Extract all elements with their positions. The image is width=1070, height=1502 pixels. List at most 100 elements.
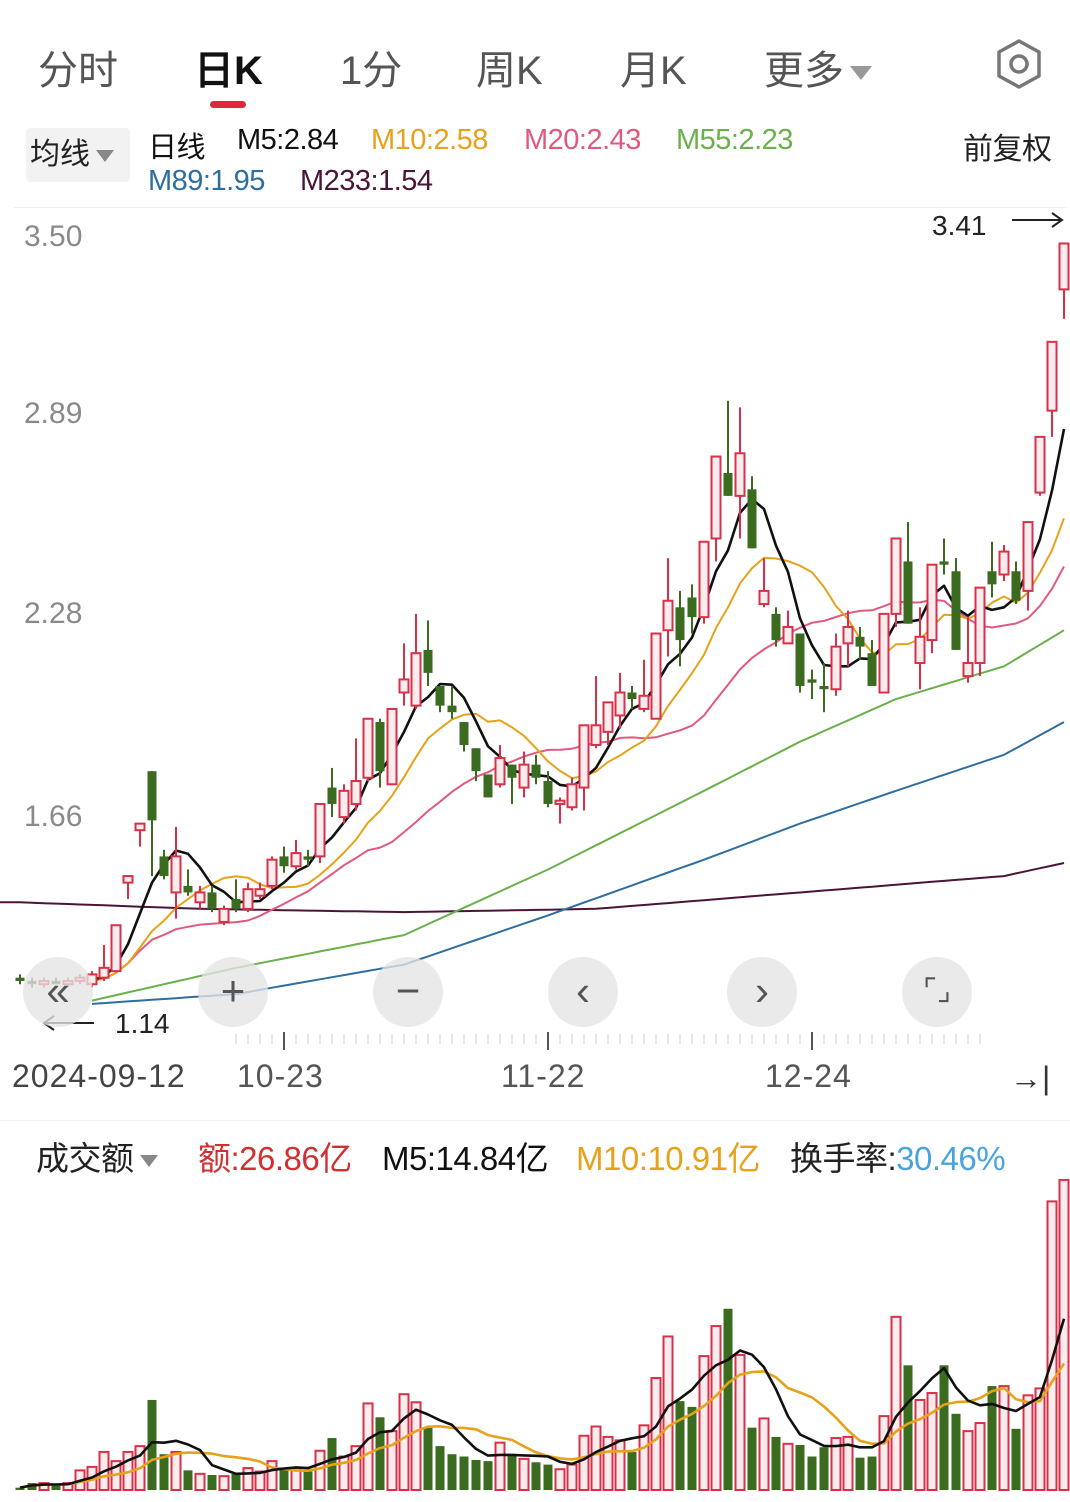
candle-body [447, 705, 457, 713]
candle [207, 885, 217, 913]
candle [566, 777, 578, 811]
volume-bar [183, 1470, 193, 1490]
candle [122, 875, 134, 900]
volume-bar [771, 1436, 781, 1490]
volume-bar [926, 1392, 938, 1492]
candle-body [578, 724, 590, 789]
candle-body [987, 571, 997, 585]
candle-body [878, 612, 890, 694]
candle [327, 767, 337, 818]
candle-body [734, 452, 746, 497]
turnover-value: 30.46% [896, 1140, 1006, 1177]
candle [170, 826, 182, 919]
volume-bar [987, 1386, 997, 1490]
legend-m55: M55:2.23 [676, 124, 793, 156]
volume-bar [723, 1308, 733, 1490]
legend-m89: M89:1.95 [148, 165, 265, 197]
candle [939, 538, 949, 575]
volume-bar [782, 1442, 794, 1491]
candlestick-chart[interactable] [0, 210, 1070, 1040]
jump-to-latest-button[interactable]: →| [1010, 1060, 1050, 1097]
candle-body [855, 636, 865, 647]
volume-bar [951, 1413, 961, 1490]
zoom-out-button[interactable]: − [373, 957, 443, 1027]
candle-body [723, 472, 733, 496]
candle-body [771, 613, 781, 641]
legend-m10: M10:2.58 [371, 124, 488, 156]
candle [398, 643, 410, 706]
volume-m10: M10:10.91亿 [576, 1140, 760, 1177]
candle [531, 754, 541, 785]
candle [423, 620, 433, 686]
volume-bar [650, 1377, 662, 1492]
candle-body [218, 907, 230, 923]
candle-body [1022, 521, 1034, 592]
candle-body [471, 748, 481, 772]
candle-body [183, 885, 193, 893]
candle [687, 584, 697, 634]
volume-bar [1022, 1394, 1034, 1492]
volume-bar [627, 1451, 637, 1490]
tab-weekly-k[interactable]: 周K [476, 49, 543, 93]
candle-body [830, 645, 842, 691]
candle [638, 659, 650, 713]
tab-more[interactable]: 更多 [764, 38, 872, 96]
volume-bar [998, 1385, 1010, 1491]
scroll-start-button[interactable]: « [23, 957, 93, 1027]
candle-body [531, 764, 541, 778]
move-left-button[interactable]: ‹ [548, 957, 618, 1027]
candle [842, 610, 854, 667]
candle-body [914, 635, 926, 665]
volume-bar [518, 1457, 530, 1491]
ma-selector-dropdown[interactable]: 均线 [26, 128, 130, 182]
volume-bar [819, 1447, 829, 1490]
period-label: 日线 [148, 132, 206, 164]
candle-body [614, 691, 626, 717]
chart-top-divider [14, 207, 1066, 208]
move-right-button[interactable]: › [727, 957, 797, 1027]
candle [878, 612, 890, 694]
candle [362, 717, 374, 782]
arrow-to-end-icon: →| [1010, 1060, 1051, 1096]
candle-body [962, 662, 974, 678]
volume-bar [423, 1427, 433, 1490]
candle-body [134, 822, 146, 832]
candle-body [518, 763, 530, 789]
candle [159, 849, 169, 880]
candle-body [554, 799, 566, 805]
tab-1min[interactable]: 1分 [340, 49, 403, 93]
candle [951, 558, 961, 650]
ma-selector-label: 均线 [30, 138, 90, 171]
candle [747, 476, 757, 549]
volume-bar [386, 1430, 398, 1491]
volume-bar [675, 1401, 685, 1490]
candle-body [483, 774, 493, 798]
candle [867, 640, 877, 686]
candle-body [386, 707, 398, 786]
candle-body [303, 856, 313, 860]
settings-hexagon-icon[interactable] [994, 38, 1044, 90]
candle [807, 669, 817, 700]
tab-intraday[interactable]: 分时 [38, 49, 118, 93]
candle-body [890, 537, 902, 615]
ma-line-m5 [91, 428, 1066, 981]
volume-bar [842, 1435, 854, 1492]
fullscreen-button[interactable]: ⌜⌟ [902, 957, 972, 1027]
candle-body [903, 561, 913, 624]
candle [543, 771, 553, 808]
volume-chart[interactable] [0, 1170, 1070, 1495]
candle [627, 685, 637, 709]
caret-down-icon [96, 150, 114, 163]
tab-daily-k[interactable]: 日K [194, 49, 263, 93]
volume-bar [350, 1445, 362, 1491]
adjust-mode-button[interactable]: 前复权 [963, 133, 1052, 166]
active-tab-indicator [210, 101, 246, 108]
volume-indicator-dropdown[interactable]: 成交额 [36, 1132, 158, 1180]
volume-bar [51, 1484, 61, 1490]
tab-monthly-k[interactable]: 月K [620, 49, 687, 93]
zoom-in-button[interactable]: + [198, 957, 268, 1027]
volume-bar [962, 1430, 974, 1491]
candle [662, 558, 674, 657]
candle [1046, 340, 1058, 437]
legend-m233: M233:1.54 [300, 165, 433, 197]
